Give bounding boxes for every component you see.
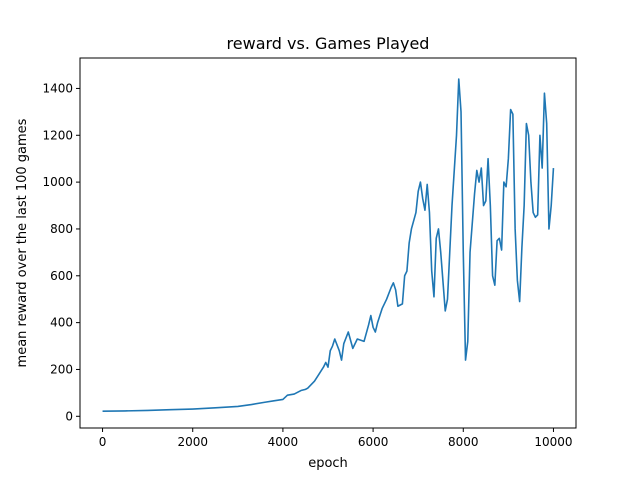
y-tick-label: 0 (65, 409, 73, 423)
y-tick-label: 400 (50, 316, 73, 330)
x-tick-label: 6000 (358, 435, 389, 449)
x-tick-label: 4000 (268, 435, 299, 449)
x-tick-label: 8000 (448, 435, 479, 449)
y-tick-label: 1000 (42, 175, 73, 189)
y-axis-label: mean reward over the last 100 games (15, 118, 30, 367)
x-tick-label: 0 (99, 435, 107, 449)
y-axis-ticks: 0 200 400 600 800 1000 1200 1400 (42, 81, 80, 423)
y-tick-label: 200 (50, 362, 73, 376)
x-tick-label: 10000 (534, 435, 572, 449)
y-tick-label: 1200 (42, 128, 73, 142)
plot-area-frame (79, 57, 577, 429)
series-layer (102, 78, 555, 412)
chart-title: reward vs. Games Played (227, 34, 430, 53)
y-tick-label: 600 (50, 269, 73, 283)
y-tick-label: 1400 (42, 81, 73, 95)
x-axis-ticks: 0 2000 4000 6000 8000 10000 (99, 428, 573, 449)
x-axis-label: epoch (308, 456, 348, 471)
y-tick-label: 800 (50, 222, 73, 236)
x-tick-label: 2000 (177, 435, 208, 449)
series-line (102, 78, 555, 412)
